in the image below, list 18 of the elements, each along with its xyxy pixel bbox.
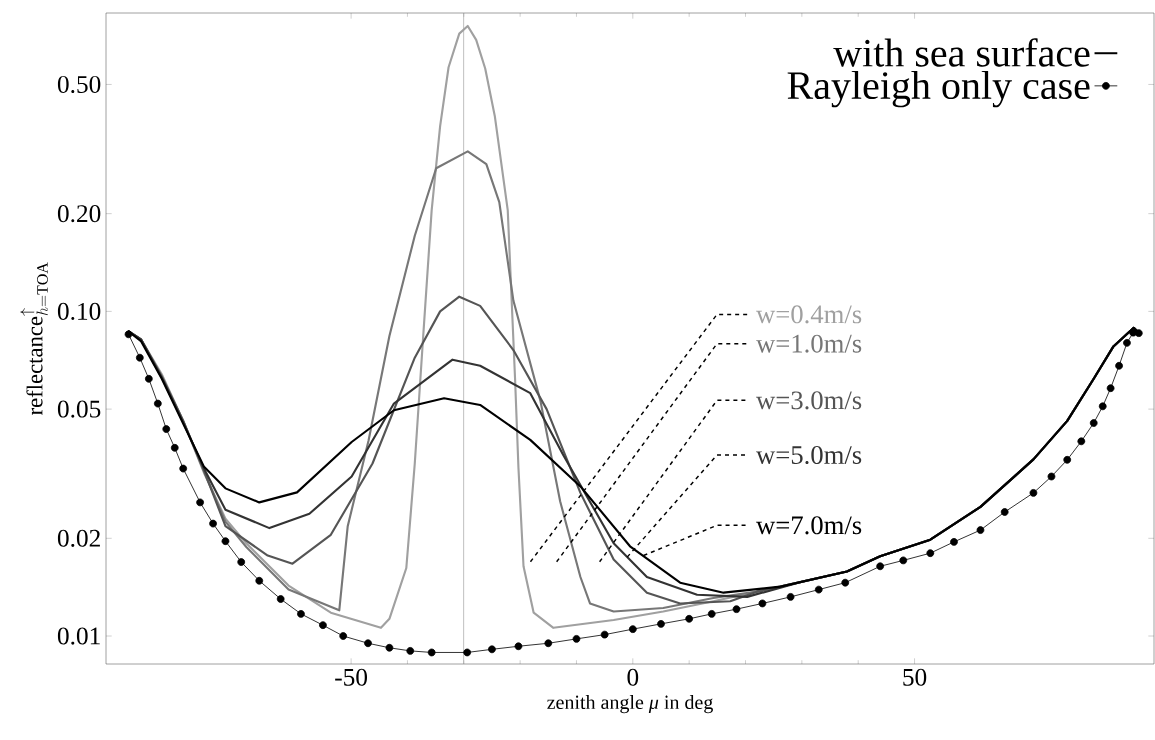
y-tick-label: 0.20 xyxy=(57,205,101,223)
annotation: w=7.0m/s xyxy=(756,516,862,535)
annotation: w=5.0m/s xyxy=(756,445,862,465)
x-axis-title: zenith angle μ in deg xyxy=(547,694,713,714)
annotation: w=1.0m/s xyxy=(756,334,862,353)
annotation: w=0.4m/s xyxy=(756,305,862,324)
y-tick-label: 0.02 xyxy=(57,529,100,547)
x-tick-label: 50 xyxy=(903,668,927,686)
annotation: with sea surface xyxy=(833,38,1090,67)
y-tick-label: 0.10 xyxy=(57,302,101,320)
y-tick-label: 0.50 xyxy=(57,75,101,94)
y-tick-label: 0.01 xyxy=(57,627,100,645)
x-tick-label: -50 xyxy=(335,668,368,686)
legend-label: Rayleigh only case xyxy=(787,70,1090,108)
y-tick-label: 0.05 xyxy=(57,400,101,418)
y-axis-title: $\mathrm{reflectance}^{\uparrow}_{h=\mathrm{TOA}}$ xyxy=(20,262,48,415)
annotation: w=3.0m/s xyxy=(756,391,862,410)
x-tick-label: 0 xyxy=(627,668,639,686)
